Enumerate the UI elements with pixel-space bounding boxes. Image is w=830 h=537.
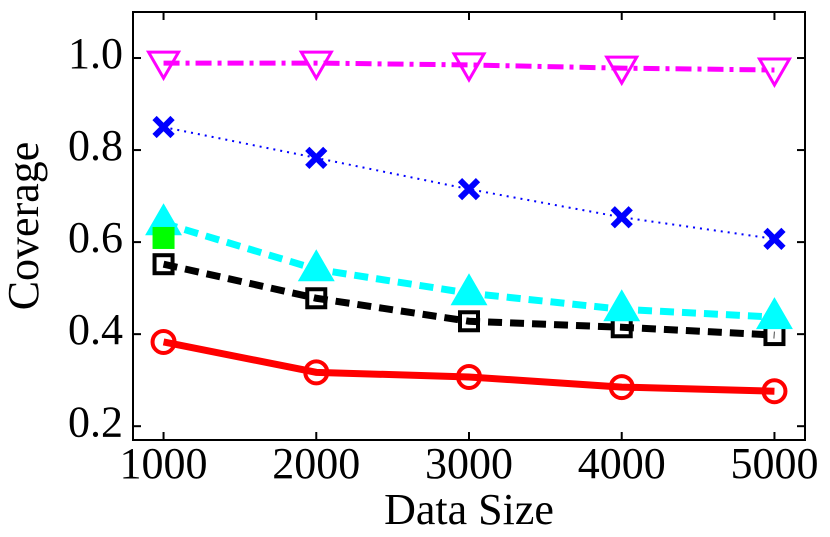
x-tick-label: 2000: [272, 439, 360, 488]
marker: [152, 226, 175, 249]
marker: [603, 289, 641, 322]
marker: [756, 57, 793, 88]
marker: [152, 115, 175, 139]
marker: [450, 273, 488, 306]
y-tick-label: 0.4: [68, 305, 123, 354]
marker: [145, 50, 182, 82]
marker: [297, 249, 335, 282]
x-tick-label: 1000: [120, 439, 208, 488]
marker: [604, 55, 640, 87]
series-line: [162, 338, 775, 395]
x-tick-label: 3000: [425, 439, 513, 488]
marker: [150, 328, 177, 355]
marker: [298, 50, 334, 82]
x-tick-label: 4000: [578, 439, 666, 488]
y-tick-label: 1.0: [68, 29, 123, 78]
y-tick-label: 0.6: [68, 213, 123, 262]
marker: [456, 363, 482, 390]
marker: [305, 287, 328, 310]
marker: [608, 374, 635, 401]
marker: [458, 310, 480, 333]
x-axis-label: Data Size: [384, 485, 554, 534]
y-tick-label: 0.2: [68, 397, 123, 446]
y-axis-label: Coverage: [0, 142, 48, 311]
marker: [457, 178, 481, 201]
marker: [305, 146, 328, 170]
marker: [763, 227, 786, 251]
marker: [761, 378, 788, 405]
series-line: [163, 126, 775, 240]
y-tick-label: 0.8: [68, 121, 123, 170]
marker: [755, 297, 793, 330]
marker: [303, 359, 330, 386]
marker: [152, 253, 175, 276]
x-tick-label: 5000: [730, 439, 818, 488]
marker: [610, 206, 633, 229]
marker: [451, 52, 487, 83]
series-line: [162, 260, 775, 339]
series-line: [163, 60, 775, 73]
